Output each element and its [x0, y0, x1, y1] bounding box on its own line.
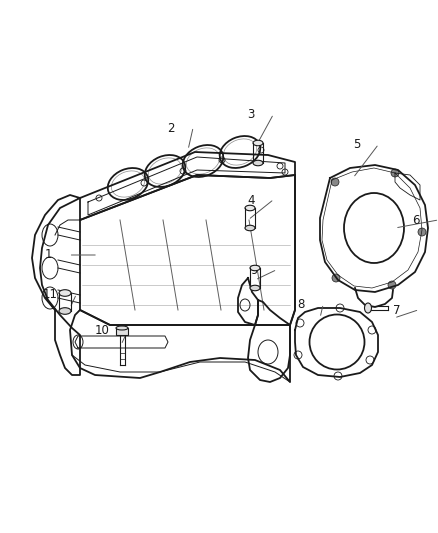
Ellipse shape	[250, 265, 260, 271]
Ellipse shape	[364, 303, 371, 313]
Ellipse shape	[245, 205, 255, 211]
Text: 1: 1	[45, 248, 52, 262]
Text: 9: 9	[251, 263, 258, 277]
Circle shape	[418, 228, 426, 236]
Text: 4: 4	[247, 193, 255, 206]
Text: 7: 7	[392, 303, 400, 317]
Ellipse shape	[59, 308, 71, 314]
Circle shape	[332, 274, 340, 282]
Text: 2: 2	[167, 122, 175, 134]
Bar	[116, 328, 128, 335]
Circle shape	[331, 178, 339, 186]
Circle shape	[388, 281, 396, 289]
Text: 3: 3	[247, 109, 255, 122]
Text: 10: 10	[95, 324, 110, 336]
Ellipse shape	[59, 290, 71, 296]
Circle shape	[391, 169, 399, 177]
Text: 5: 5	[353, 139, 360, 151]
Text: 6: 6	[413, 214, 420, 227]
Ellipse shape	[253, 160, 263, 166]
Text: 8: 8	[298, 298, 305, 311]
Ellipse shape	[253, 140, 263, 146]
Text: 11: 11	[43, 288, 58, 302]
Ellipse shape	[245, 225, 255, 231]
Ellipse shape	[116, 326, 128, 330]
Ellipse shape	[250, 285, 260, 290]
